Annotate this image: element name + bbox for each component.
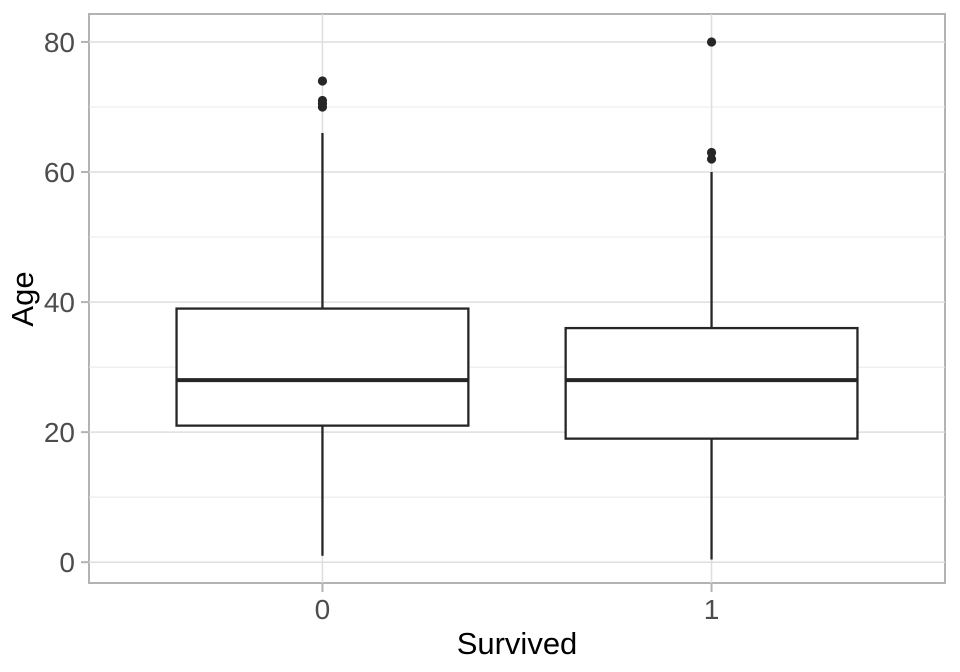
y-tick-label: 40 [44, 287, 75, 318]
y-tick-label: 0 [59, 547, 75, 578]
outlier-point [706, 37, 717, 47]
iqr-box [175, 307, 470, 427]
y-axis-title: Age [5, 271, 40, 326]
y-tick-label: 60 [44, 157, 75, 188]
outlier-point [706, 147, 717, 158]
outlier-point [317, 76, 328, 86]
iqr-box [564, 326, 859, 440]
outlier-point [317, 95, 328, 106]
x-tick-label: 0 [315, 594, 331, 625]
plot-panel [88, 13, 946, 584]
x-axis-title: Survived [457, 626, 578, 661]
outlier-point [706, 154, 717, 164]
x-tick-label: 1 [704, 594, 720, 625]
y-tick-label: 20 [44, 417, 75, 448]
y-tick-label: 80 [44, 27, 75, 58]
